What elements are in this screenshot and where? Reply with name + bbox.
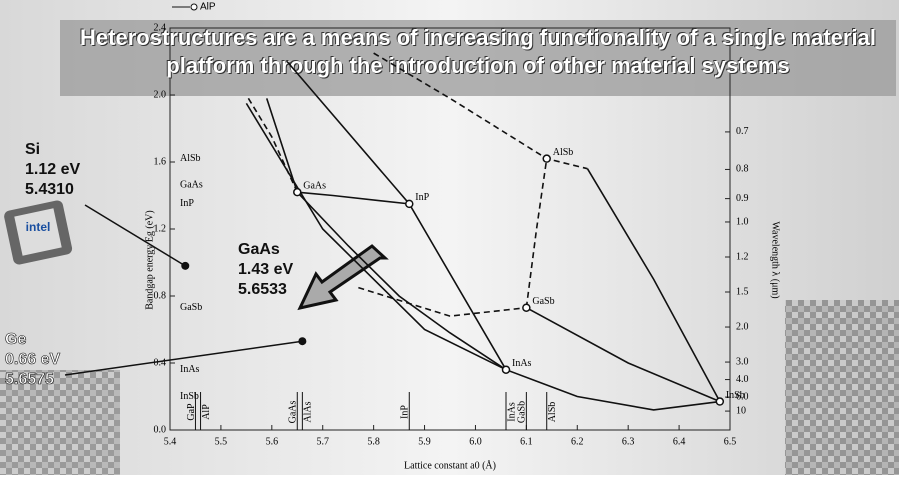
curve	[525, 307, 721, 403]
callout-name: GaAs	[238, 241, 280, 258]
y2-tick-label: 3.0	[736, 356, 749, 367]
y2-tick-label: 2.0	[736, 321, 749, 332]
callout-energy: 1.12 eV	[25, 161, 80, 178]
callout-lattice: 5.6575	[5, 371, 54, 388]
bottom-label: AlP	[201, 404, 212, 420]
bottom-label: AlSb	[547, 402, 558, 423]
y2-tick-label: 1.2	[736, 251, 749, 262]
callout-leader	[84, 204, 186, 267]
bottom-label: GaSb	[517, 401, 528, 423]
curve	[265, 98, 507, 371]
x-tick-label: 5.7	[316, 436, 329, 447]
point	[405, 199, 414, 209]
callout-lattice: 5.4310	[25, 181, 74, 198]
left-label: InSb	[180, 391, 199, 402]
left-label: GaSb	[180, 302, 202, 313]
point	[501, 365, 511, 374]
y-tick-label: 1.6	[154, 156, 167, 167]
curve	[245, 94, 298, 193]
bottom-label: InP	[400, 405, 411, 419]
x-axis-label: Lattice constant a0 (Å)	[404, 459, 496, 471]
chart-title: Heterostructures are a means of increasi…	[80, 25, 876, 78]
bottom-label: InAs	[506, 402, 517, 422]
title-band	[60, 20, 896, 96]
left-label: GaAs	[180, 180, 203, 191]
top-legend-marker	[190, 3, 198, 11]
y-tick-label: 1.2	[154, 223, 167, 234]
y-tick-label: 0.4	[154, 357, 167, 368]
curve	[297, 191, 410, 205]
y2-tick-label: 0.9	[736, 193, 749, 204]
x-tick-label: 5.9	[418, 436, 431, 447]
y-axis-label: Bandgap energy Eg (eV)	[144, 210, 155, 310]
y-tick-label: 2.4	[154, 22, 167, 33]
top-label: AlP	[200, 2, 216, 13]
x-tick-label: 5.8	[367, 436, 380, 447]
point	[715, 397, 725, 406]
bottom-label: GaAs	[288, 401, 299, 424]
y2-tick-label: 1.5	[736, 286, 749, 297]
point-label: GaAs	[303, 180, 326, 191]
callout-dot	[298, 337, 307, 346]
left-label: InP	[180, 198, 194, 209]
bottom-label: GaP	[186, 403, 197, 421]
left-label: AlSb	[180, 153, 201, 164]
x-tick-label: 6.1	[520, 436, 533, 447]
y-tick-label: 0.8	[154, 290, 167, 301]
curve	[358, 286, 527, 317]
x-tick-label: 5.6	[266, 436, 279, 447]
x-tick-label: 6.4	[673, 436, 686, 447]
y2-axis-label: Wavelength λ (μm)	[770, 221, 781, 298]
y2-tick-label: 0.8	[736, 164, 749, 175]
x-tick-label: 5.5	[215, 436, 228, 447]
callout-leader	[64, 340, 303, 376]
x-tick-label: 6.0	[469, 436, 482, 447]
y2-tick-label: 6.0	[736, 391, 749, 402]
point	[542, 154, 551, 163]
y-tick-label: 2.0	[154, 89, 167, 100]
chip: intel	[4, 200, 73, 265]
left-mosaic	[0, 370, 120, 475]
left-label: InAs	[180, 364, 200, 375]
callout-name: Ge	[5, 331, 26, 348]
callout-dot	[181, 261, 190, 270]
x-tick-label: 6.3	[622, 436, 635, 447]
y2-tick-label: 0.7	[736, 126, 749, 137]
callout-lattice: 5.6533	[238, 281, 287, 298]
point-label: AlSb	[553, 147, 574, 158]
point-label: GaSb	[532, 296, 554, 307]
title-box: Heterostructures are a means of increasi…	[80, 25, 876, 78]
right-mosaic	[785, 300, 899, 475]
y-tick-label: 0.0	[154, 424, 167, 435]
point-label: InP	[415, 192, 429, 203]
curve	[373, 52, 588, 170]
x-tick-label: 5.4	[164, 436, 177, 447]
point-label: InSb	[726, 390, 745, 401]
y2-tick-label: 4.0	[736, 374, 749, 385]
point-label: InAs	[512, 358, 532, 369]
callout-energy: 0.66 eV	[5, 351, 60, 368]
point	[293, 187, 302, 197]
y2-tick-label: 1.0	[736, 216, 749, 227]
chip-label: intel	[26, 220, 51, 234]
point	[522, 303, 531, 312]
callout-name: Si	[25, 141, 40, 158]
y2-tick-label: 10	[736, 405, 746, 416]
curve	[586, 168, 721, 402]
bottom-label: AlAs	[303, 401, 314, 422]
x-tick-label: 6.5	[724, 436, 737, 447]
callout-energy: 1.43 eV	[238, 261, 293, 278]
x-tick-label: 6.2	[571, 436, 584, 447]
